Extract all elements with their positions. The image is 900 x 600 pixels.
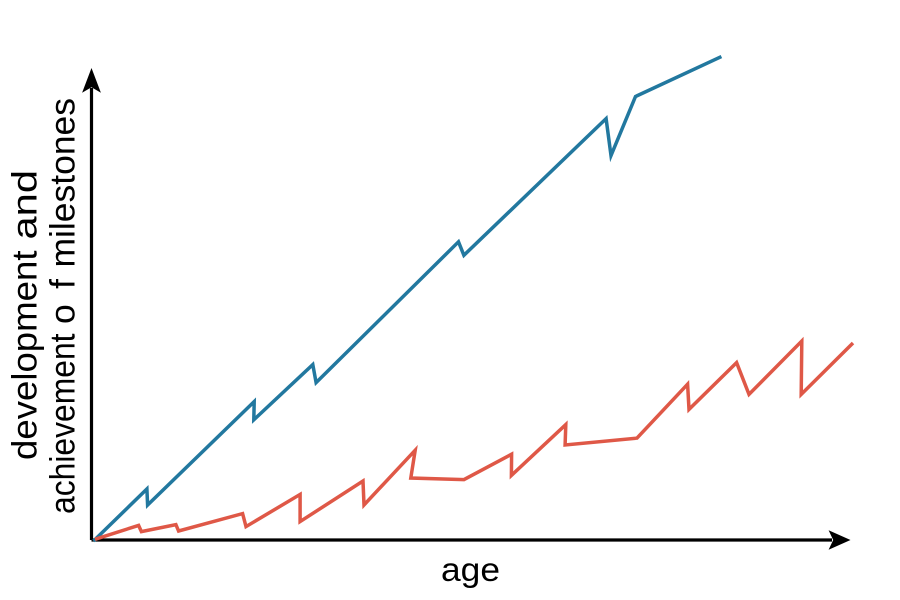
svg-text:and: and <box>5 170 45 240</box>
svg-text:milestones: milestones <box>43 98 83 268</box>
svg-text:achievement: achievement <box>43 333 83 514</box>
svg-text:of: of <box>43 279 83 324</box>
svg-text:development: development <box>5 250 45 460</box>
svg-text:age: age <box>441 551 500 588</box>
